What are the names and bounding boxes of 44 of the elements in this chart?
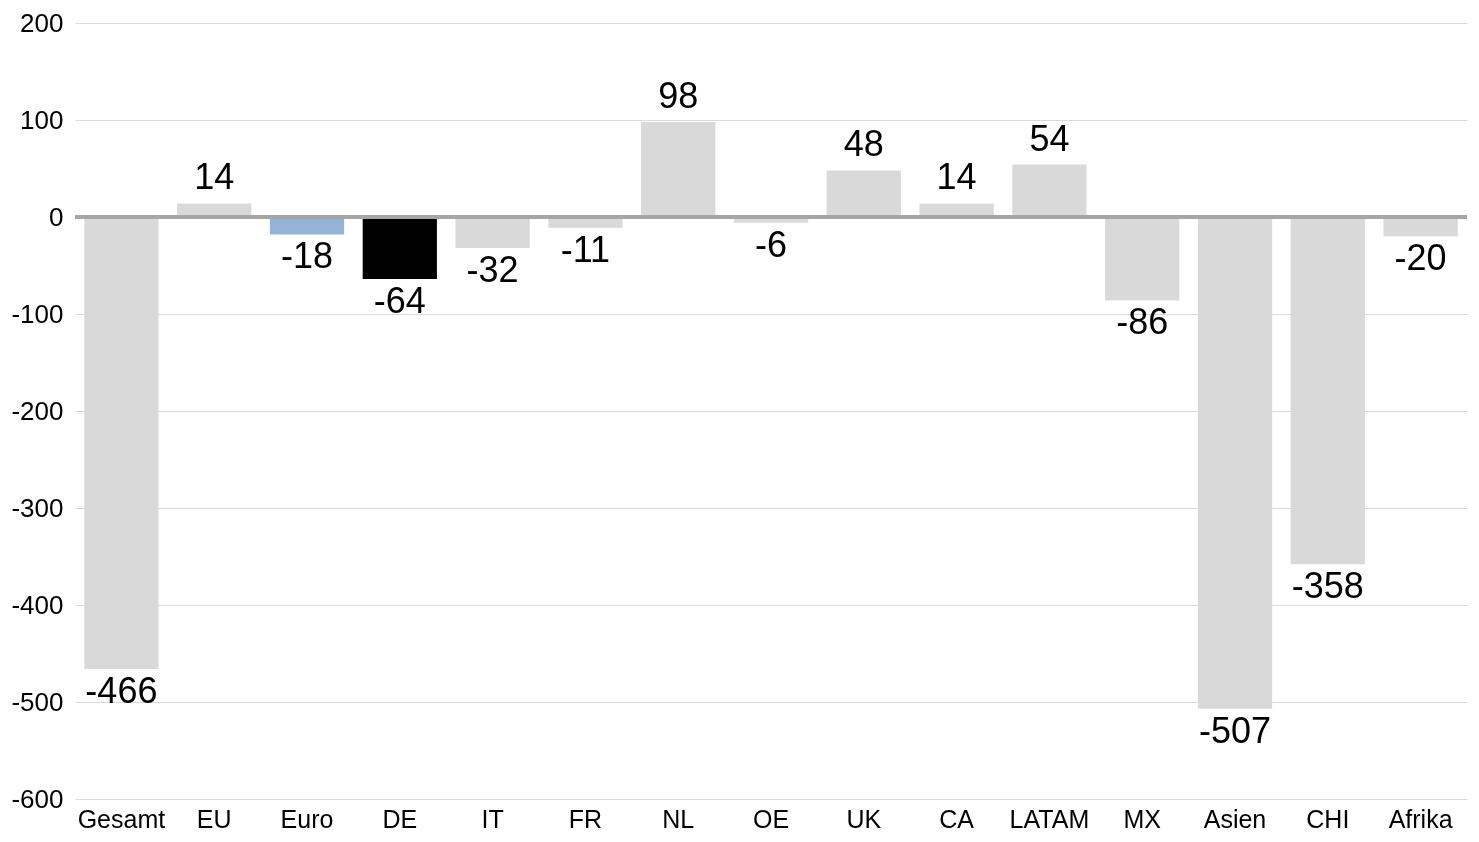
x-tick-label: IT: [481, 804, 504, 833]
data-label: -466: [85, 670, 158, 712]
data-label: -20: [1394, 237, 1447, 279]
y-tick-label: -300: [11, 492, 64, 523]
data-label: 48: [843, 123, 884, 165]
data-label: -18: [280, 235, 334, 277]
data-label: 98: [658, 74, 699, 116]
y-tick-label: -400: [11, 589, 64, 620]
x-tick-label: CHI: [1306, 804, 1350, 833]
y-tick-label: 100: [20, 104, 64, 135]
y-tick-label: 0: [49, 201, 64, 232]
x-tick-label: OE: [752, 804, 790, 833]
data-label: -507: [1198, 709, 1272, 751]
y-tick-label: -500: [11, 686, 64, 717]
x-tick-label: Asien: [1203, 804, 1267, 833]
data-label: -32: [466, 249, 519, 291]
x-tick-label: DE: [382, 804, 418, 833]
x-tick-label: Afrika: [1388, 804, 1453, 833]
x-tick-label: CA: [939, 804, 975, 833]
data-label: 14: [194, 156, 235, 198]
x-tick-label: EU: [196, 804, 232, 833]
bar: [1105, 217, 1180, 301]
y-tick-label: -200: [11, 395, 64, 426]
bar: [1012, 164, 1087, 217]
x-tick-label: UK: [846, 804, 882, 833]
y-tick-label: -600: [11, 783, 64, 814]
data-label: -358: [1291, 565, 1364, 607]
x-tick-label: Euro: [280, 804, 334, 833]
bar: [826, 170, 901, 217]
x-tick-label: LATAM: [1009, 804, 1090, 833]
bar: [455, 217, 530, 249]
x-tick-label: FR: [568, 804, 603, 833]
data-label: -11: [560, 228, 611, 270]
data-label: -64: [373, 280, 426, 322]
data-label: 14: [936, 156, 977, 198]
x-tick-label: NL: [662, 804, 695, 833]
y-tick-label: -100: [11, 298, 64, 329]
data-label: -6: [754, 223, 788, 265]
y-tick-label: 200: [20, 7, 64, 38]
data-label: -86: [1116, 301, 1169, 343]
bar: [362, 217, 437, 280]
x-tick-label: Gesamt: [77, 804, 166, 833]
x-tick-label: MX: [1123, 804, 1162, 833]
data-label: 54: [1029, 117, 1070, 159]
